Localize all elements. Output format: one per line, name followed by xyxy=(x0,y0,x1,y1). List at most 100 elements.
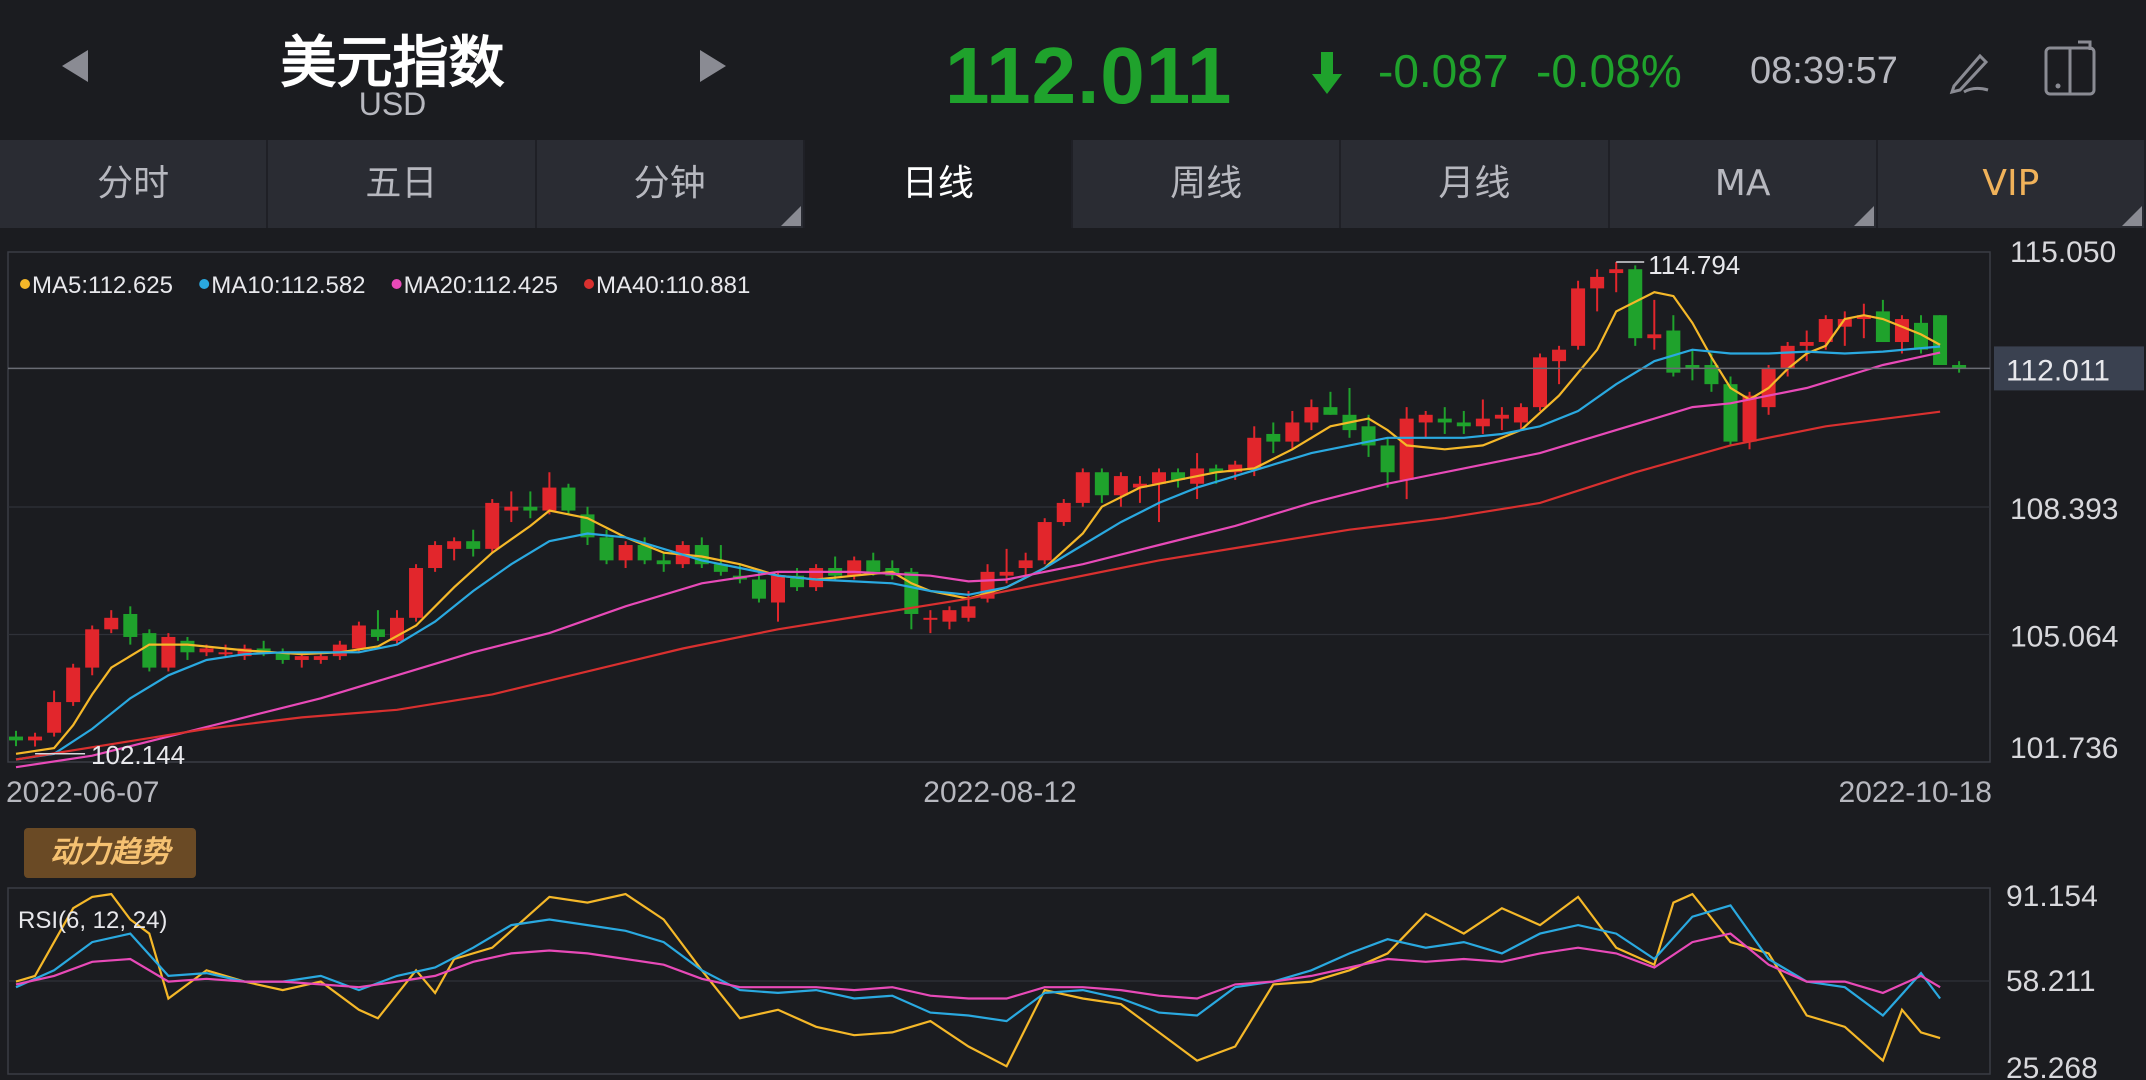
candle-body xyxy=(1037,522,1052,561)
tab-monthly[interactable]: 月线 xyxy=(1341,140,1610,228)
candle-body xyxy=(751,579,766,599)
candle-body xyxy=(561,487,576,511)
legend-label: MA40:110.881 xyxy=(596,272,750,299)
legend-dot xyxy=(20,279,30,289)
x-tick-label: 2022-08-12 xyxy=(923,776,1076,809)
tab-vip[interactable]: VIP xyxy=(1878,140,2146,228)
tab-minute[interactable]: 分钟 xyxy=(537,140,805,228)
rsi-y-tick-label: 91.154 xyxy=(2006,880,2098,913)
candle-body xyxy=(1571,288,1586,346)
candle-body xyxy=(332,644,347,657)
candle-body xyxy=(618,545,633,561)
legend-dot xyxy=(199,279,210,289)
rotate-screen-icon[interactable] xyxy=(2040,40,2100,100)
ma10-line xyxy=(15,345,1941,761)
ma20-line xyxy=(15,351,1941,769)
tab-weekly[interactable]: 周线 xyxy=(1073,140,1342,228)
candle-body xyxy=(447,541,462,549)
candle-body xyxy=(237,648,252,657)
tab-daily[interactable]: 日线 xyxy=(804,140,1073,228)
y-tick-label: 108.393 xyxy=(2010,493,2118,526)
candle-body xyxy=(885,568,900,576)
tab-five-day[interactable]: 五日 xyxy=(268,140,537,228)
tab-label: 月线 xyxy=(1438,163,1511,204)
legend-label: MA20:112.425 xyxy=(404,272,558,299)
rsi-frame xyxy=(7,887,1991,1075)
candle-body xyxy=(1018,560,1033,569)
candle-body xyxy=(1152,472,1166,484)
candle-body xyxy=(428,545,443,569)
candle-body xyxy=(9,736,23,741)
legend-label: MA10:112.582 xyxy=(211,272,365,299)
candle-body xyxy=(1285,422,1300,442)
quote-time: 08:39:57 xyxy=(1750,50,1898,92)
candle-body xyxy=(1894,319,1909,343)
candle-body xyxy=(1323,407,1338,415)
rsi-legend-label: RSI(6, 12, 24) xyxy=(18,907,167,934)
rsi-line-3 xyxy=(15,932,1941,1000)
candle-body xyxy=(847,560,862,576)
candle-body xyxy=(942,610,957,622)
candle-body xyxy=(809,568,824,588)
next-arrow-icon[interactable] xyxy=(700,50,726,82)
candle-body xyxy=(1075,472,1090,503)
y-tick-label: 101.736 xyxy=(2010,732,2118,765)
candle-body xyxy=(256,648,271,653)
candle-body xyxy=(1418,414,1433,423)
candle-body xyxy=(47,702,62,733)
rsi-y-tick-label: 25.268 xyxy=(2006,1052,2098,1080)
candle-body xyxy=(523,506,538,511)
candle-body xyxy=(1113,476,1128,496)
legend-dot xyxy=(391,279,402,289)
min-label: 102.144 xyxy=(91,740,185,770)
candle-body xyxy=(1533,357,1547,408)
rsi-line-2 xyxy=(15,904,1941,1023)
candle-body xyxy=(732,575,747,580)
rsi-y-tick-label: 58.211 xyxy=(2006,965,2096,998)
y-tick-label: 115.050 xyxy=(2010,236,2116,269)
momentum-trend-badge[interactable]: 动力趋势 xyxy=(24,828,196,878)
tab-timeshare[interactable]: 分时 xyxy=(0,140,269,228)
header-bar: 美元指数 USD 112.011 -0.087 -0.08% 08:39:57 xyxy=(0,0,2146,138)
candle-body xyxy=(1837,319,1852,327)
candle-body xyxy=(1342,414,1357,431)
price-change-percent: -0.08% xyxy=(1536,45,1682,97)
candle-body xyxy=(713,564,728,572)
candle-body xyxy=(1552,349,1567,362)
tab-label: 分钟 xyxy=(633,163,706,204)
candlestick-chart: 115.050 108.393 105.064 101.736 112.011 114.7… xyxy=(6,236,2144,809)
candle-body xyxy=(999,571,1014,576)
candle-body xyxy=(390,617,404,641)
pen-icon[interactable] xyxy=(1944,46,1994,96)
candle-body xyxy=(66,667,81,703)
candle-body xyxy=(1704,365,1719,385)
candle-body xyxy=(656,560,671,565)
x-tick-label: 2022-06-07 xyxy=(6,776,159,809)
candle-body xyxy=(1952,365,1967,369)
candle-body xyxy=(1247,437,1262,469)
candle-body xyxy=(1666,330,1681,373)
candle-body xyxy=(1304,407,1319,423)
tab-ma[interactable]: MA xyxy=(1610,140,1878,228)
tab-label: VIP xyxy=(1982,163,2040,204)
candle-body xyxy=(313,656,328,660)
tab-label: 日线 xyxy=(901,163,974,204)
candle-body xyxy=(1914,322,1928,350)
candle-body xyxy=(904,571,919,614)
candle-body xyxy=(294,656,309,660)
candle-body xyxy=(1513,407,1528,423)
legend-dot xyxy=(584,279,594,289)
candle-body xyxy=(409,568,424,618)
candle-body xyxy=(961,606,976,618)
candle-body xyxy=(1780,345,1795,369)
candle-body xyxy=(1475,418,1490,427)
candle-body xyxy=(370,629,385,637)
dropdown-corner-icon xyxy=(780,206,801,226)
candle-body xyxy=(1380,445,1395,473)
candle-body xyxy=(542,487,557,511)
previous-arrow-icon[interactable] xyxy=(62,50,88,82)
candle-body xyxy=(1190,468,1205,484)
candle-body xyxy=(199,648,214,653)
candle-body xyxy=(1723,384,1738,442)
candle-body xyxy=(1628,269,1643,339)
